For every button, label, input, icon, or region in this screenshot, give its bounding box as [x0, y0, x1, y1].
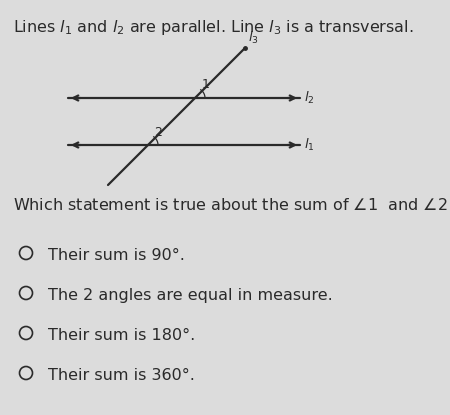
Text: $\it{l}_2$: $\it{l}_2$ — [304, 90, 315, 106]
Text: Lines $\it{l}_1$ and $\it{l}_2$ are parallel. Line $\it{l}_3$ is a transversal.: Lines $\it{l}_1$ and $\it{l}_2$ are para… — [13, 18, 414, 37]
Text: Their sum is 360°.: Their sum is 360°. — [48, 368, 195, 383]
Text: 1: 1 — [202, 78, 210, 91]
Text: Which statement is true about the sum of $\angle$1  and $\angle$2 ?: Which statement is true about the sum of… — [13, 197, 450, 213]
Text: Their sum is 180°.: Their sum is 180°. — [48, 328, 195, 343]
Text: $\it{l}_3$: $\it{l}_3$ — [248, 30, 259, 46]
Text: Their sum is 90°.: Their sum is 90°. — [48, 248, 185, 263]
Text: 2: 2 — [154, 125, 162, 139]
Text: $\it{l}_1$: $\it{l}_1$ — [304, 137, 315, 153]
Text: The 2 angles are equal in measure.: The 2 angles are equal in measure. — [48, 288, 333, 303]
